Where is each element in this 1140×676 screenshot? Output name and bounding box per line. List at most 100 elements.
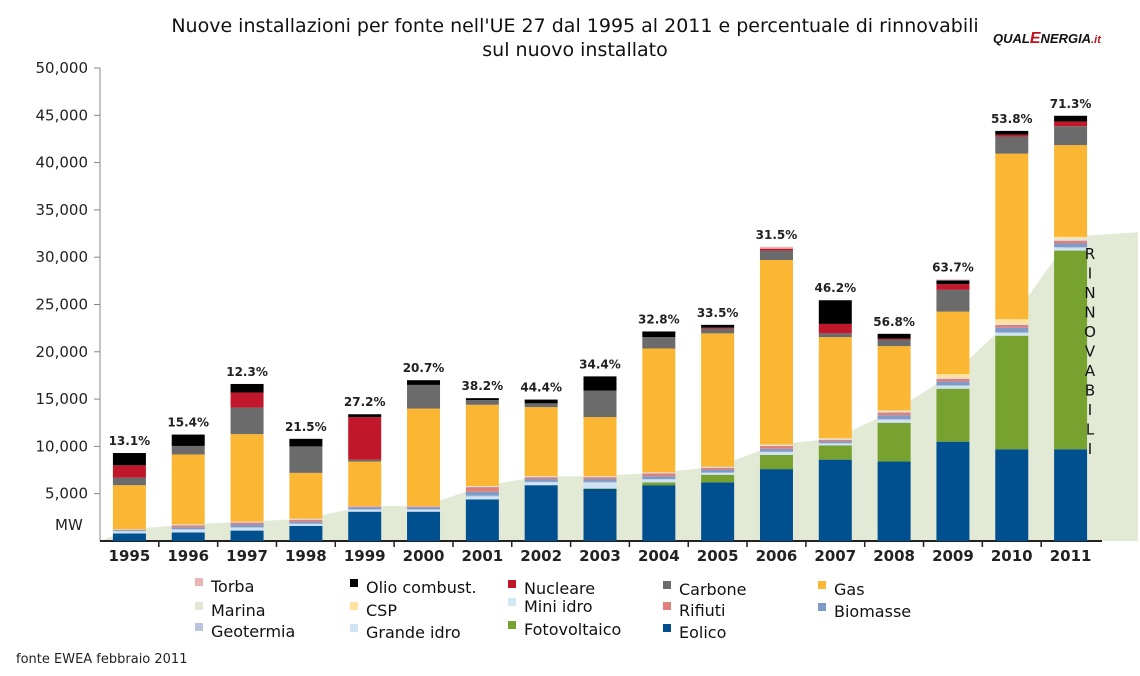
bar-segment-carbone: [465, 400, 499, 405]
bar-segment-carbone: [818, 333, 852, 338]
bar-segment-eolico: [583, 488, 617, 541]
bar-segment-csp: [995, 319, 1029, 324]
bar-segment-mini-idro: [936, 377, 970, 379]
y-tick-label: 45,000: [36, 106, 89, 124]
bar-segment-eolico: [995, 449, 1029, 541]
legend-item: Eolico: [663, 623, 726, 642]
y-tick-label: 25,000: [36, 296, 89, 314]
bar-segment-olio-combust: [407, 380, 441, 385]
bar-segment-mini-idro: [642, 472, 676, 474]
legend-item: Rifiuti: [663, 601, 726, 620]
bar-segment-biomasse: [465, 491, 499, 496]
bar-segment-carbone: [701, 328, 735, 334]
chart-title: Nuove installazioni per fonte nell'UE 27…: [100, 14, 1050, 62]
bar-segment-fotovoltaico: [877, 422, 911, 462]
bar-segment-fotovoltaico: [642, 482, 676, 486]
legend-label: Olio combust.: [366, 578, 477, 597]
bar-segment-fotovoltaico: [995, 335, 1029, 450]
bar-segment-grande-idro: [1054, 247, 1088, 251]
bar-segment-carbone: [759, 250, 793, 261]
bar-segment-eolico: [701, 482, 735, 541]
renewables-vertical-letter: N: [1084, 304, 1095, 322]
bar-segment-olio-combust: [112, 453, 146, 466]
legend-label: CSP: [366, 601, 397, 620]
bar-segment-carbone: [995, 136, 1029, 154]
bar-segment-grande-idro: [759, 452, 793, 455]
bar-segment-biomasse: [289, 521, 323, 524]
legend-item: Torba: [195, 577, 254, 596]
legend-label: Mini idro: [524, 597, 593, 616]
bar-segment-eolico: [465, 499, 499, 541]
bar-segment-gas: [759, 260, 793, 445]
bar-segment-olio-combust: [818, 300, 852, 324]
bar-segment-nucleare: [995, 134, 1029, 137]
renewables-vertical-letter: N: [1084, 284, 1095, 302]
bar-segment-grande-idro: [701, 472, 735, 475]
renewable-share-label: 32.8%: [638, 312, 680, 326]
bar-segment-eolico: [642, 485, 676, 541]
bar-segment-carbone: [1054, 126, 1088, 146]
legend-swatch: [818, 581, 826, 589]
bar-segment-eolico: [171, 532, 205, 541]
bar-segment-grande-idro: [407, 509, 441, 512]
bar-segment-biomasse: [701, 469, 735, 473]
bar-segment-rifiuti: [1054, 240, 1088, 244]
bar-segment-carbone: [289, 446, 323, 473]
bar-segment-rifiuti: [995, 324, 1029, 328]
legend-item: Nucleare: [508, 579, 595, 598]
bar-segment-gas: [936, 311, 970, 375]
renewables-vertical-letter: B: [1085, 382, 1095, 400]
bar-segment-gas: [995, 153, 1029, 320]
bar-segment-olio-combust: [936, 280, 970, 285]
bar-segment-eolico: [936, 441, 970, 541]
bar-segment-geotermia: [583, 481, 617, 483]
bar-segment-rifiuti: [230, 522, 264, 525]
x-tick-label: 2007: [814, 547, 856, 565]
bar-segment-rifiuti: [524, 477, 558, 480]
renewables-vertical-letter: O: [1084, 323, 1096, 341]
renewables-vertical-letter: A: [1085, 362, 1096, 380]
y-tick-label: 40,000: [36, 154, 89, 172]
bar-segment-eolico: [524, 485, 558, 541]
legend-label: Biomasse: [834, 602, 912, 621]
bar-segment-biomasse: [524, 479, 558, 482]
x-tick-label: 2001: [461, 547, 503, 565]
bar-segment-carbone: [407, 384, 441, 409]
legend-swatch: [350, 624, 358, 632]
bar-segment-eolico: [289, 525, 323, 541]
bar-segment-grande-idro: [877, 419, 911, 423]
x-tick-label: 1998: [285, 547, 327, 565]
bar-segment-grande-idro: [995, 332, 1029, 336]
x-tick-label: 1996: [167, 547, 209, 565]
legend-label: Nucleare: [524, 579, 596, 598]
bar-segment-grande-idro: [112, 531, 146, 534]
source-note: fonte EWEA febbraio 2011: [16, 652, 188, 667]
bar-segment-rifiuti: [171, 525, 205, 528]
legend-label: Marina: [211, 601, 266, 620]
bar-segment-olio-combust: [171, 434, 205, 446]
bar-segment-grande-idro: [642, 479, 676, 483]
bar-segment-rifiuti: [583, 477, 617, 480]
bar-segment-nucleare: [348, 417, 382, 460]
bar-segment-biomasse: [583, 479, 617, 482]
bar-segment-mini-idro: [818, 438, 852, 440]
legend-swatch: [508, 621, 516, 629]
bar-segment-gas: [112, 485, 146, 530]
bar-segment-gas: [465, 404, 499, 487]
bar-segment-gas: [348, 461, 382, 506]
bar-segment-grande-idro: [348, 509, 382, 512]
renewable-share-label: 38.2%: [462, 379, 504, 393]
bar-segment-olio-combust: [583, 376, 617, 391]
bar-segment-grande-idro: [936, 385, 970, 389]
renewable-share-label: 71.3%: [1050, 97, 1092, 111]
bar-segment-fotovoltaico: [759, 454, 793, 470]
bar-segment-gas: [289, 472, 323, 519]
bar-segment-biomasse: [818, 441, 852, 444]
bar-segment-fotovoltaico: [701, 474, 735, 483]
bar-segment-mini-idro: [759, 444, 793, 446]
legend-item: CSP: [350, 601, 397, 620]
bar-segment-biomasse: [1054, 243, 1088, 248]
bar-segment-biomasse: [642, 476, 676, 480]
bar-segment-fotovoltaico: [818, 445, 852, 460]
bar-segment-biomasse: [995, 327, 1029, 333]
